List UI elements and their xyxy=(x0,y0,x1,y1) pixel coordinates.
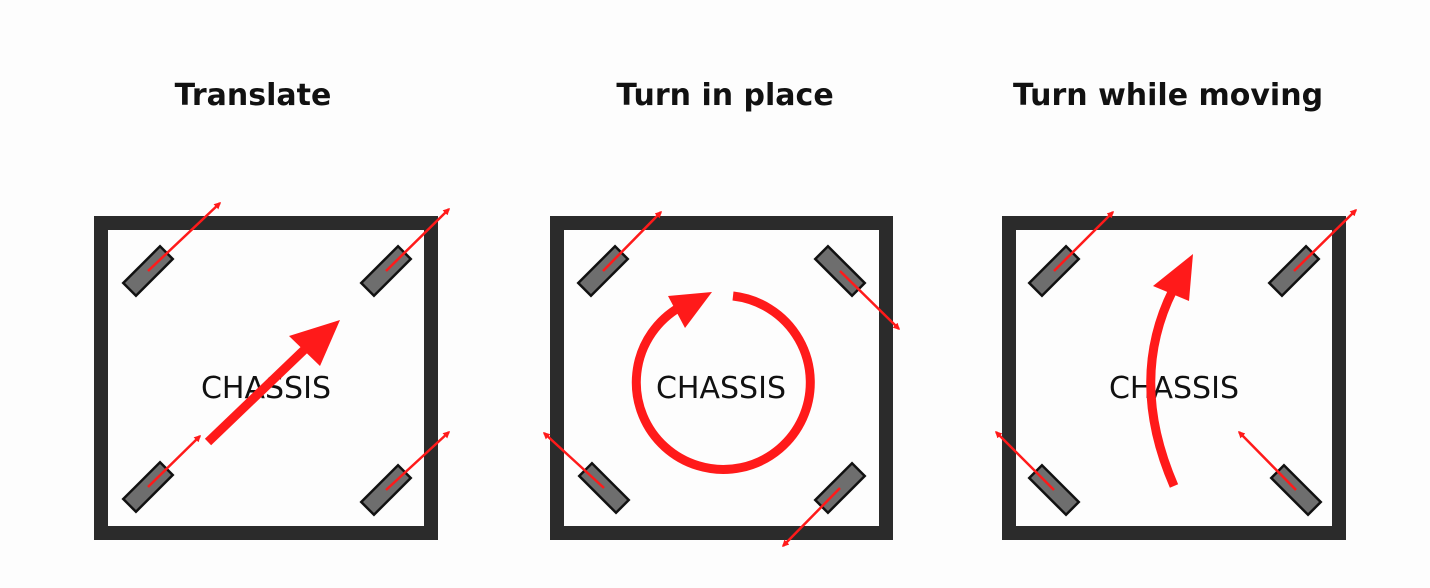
panel-turn-in-place: CHASSIS xyxy=(542,211,900,547)
chassis-label: CHASSIS xyxy=(656,371,786,406)
chassis-motion-arrow xyxy=(204,345,309,446)
wheel-force-arrow xyxy=(1053,211,1114,272)
title-turn-in-place: Turn in place xyxy=(616,78,834,113)
wheel-force-arrow xyxy=(385,431,451,491)
rotation-arrowhead xyxy=(668,292,712,328)
curved-motion-arrow xyxy=(1146,287,1179,488)
panel-turn-while-moving: CHASSIS xyxy=(995,209,1357,540)
wheel-force-arrow xyxy=(839,270,900,330)
wheel-force-arrow xyxy=(1238,431,1297,491)
wheel-force-arrow xyxy=(782,487,841,547)
wheel-force-arrow xyxy=(147,202,222,272)
chassis-motion-arrowhead xyxy=(289,320,340,366)
wheel-force-arrow xyxy=(1293,209,1357,272)
curved-motion-arrowhead xyxy=(1153,254,1193,301)
wheel-force-arrow xyxy=(147,435,201,488)
wheel-force-arrow xyxy=(542,432,605,489)
wheel-force-arrow xyxy=(995,431,1055,491)
rotation-arrow xyxy=(631,291,815,474)
title-translate: Translate xyxy=(174,78,332,113)
chassis-label: CHASSIS xyxy=(1109,371,1239,406)
wheel-force-arrow xyxy=(385,208,450,272)
title-turn-while-moving: Turn while moving xyxy=(1012,78,1324,113)
panel-translate: CHASSIS xyxy=(94,202,451,540)
wheel-force-arrow xyxy=(602,211,662,272)
